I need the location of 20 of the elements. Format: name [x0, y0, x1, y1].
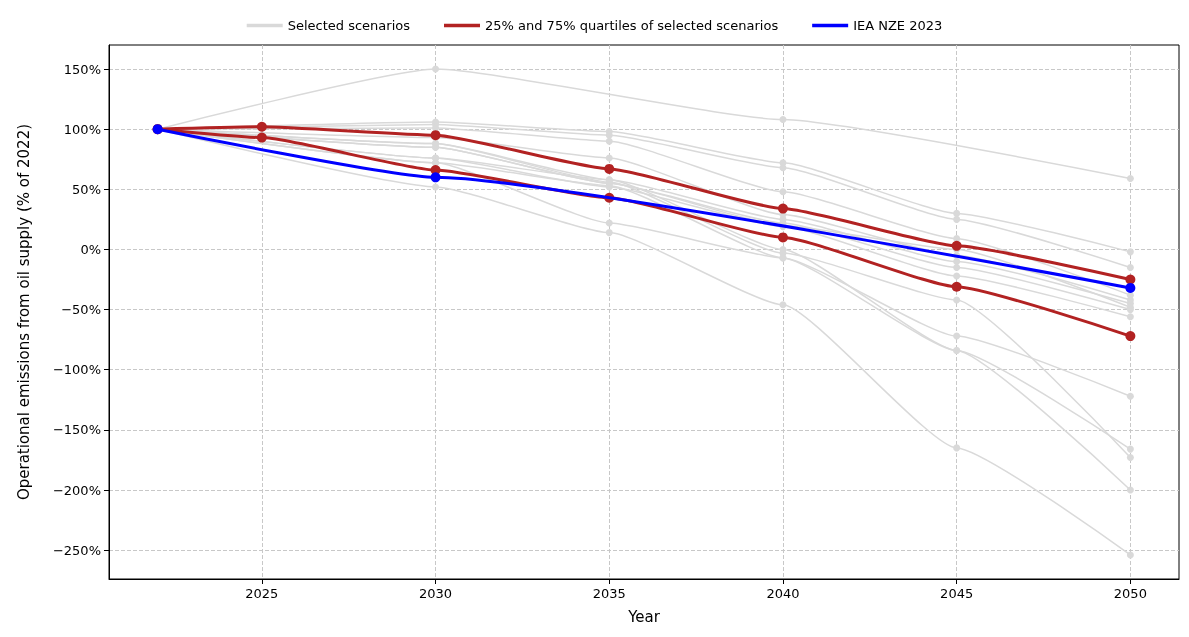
- y-axis-title: Operational emissions from oil supply (% of 2022): [14, 123, 33, 501]
- y-tick-label: −200%: [52, 482, 101, 498]
- y-tick-label: −100%: [52, 362, 101, 378]
- y-tick-label: −250%: [52, 542, 101, 558]
- x-tick-label: 2050: [1113, 586, 1147, 601]
- x-tick-label: 2035: [592, 586, 626, 601]
- y-tick-label: −50%: [61, 302, 101, 318]
- x-tick-label: 2045: [940, 586, 974, 601]
- legend-label: IEA NZE 2023: [853, 18, 943, 33]
- legend-label: Selected scenarios: [287, 18, 411, 33]
- legend-label: 25% and 75% quartiles of selected scenarios: [485, 18, 779, 33]
- x-tick-label: 2025: [245, 586, 279, 601]
- y-tick-label: 150%: [63, 61, 101, 77]
- y-tick-label: −150%: [52, 422, 101, 438]
- x-tick-label: 2030: [419, 586, 453, 601]
- x-tick-label: 2040: [766, 586, 800, 601]
- y-tick-label: 50%: [72, 181, 101, 197]
- x-axis-title: Year: [627, 607, 661, 626]
- y-tick-label: 100%: [63, 121, 101, 137]
- y-tick-label: 0%: [80, 241, 101, 257]
